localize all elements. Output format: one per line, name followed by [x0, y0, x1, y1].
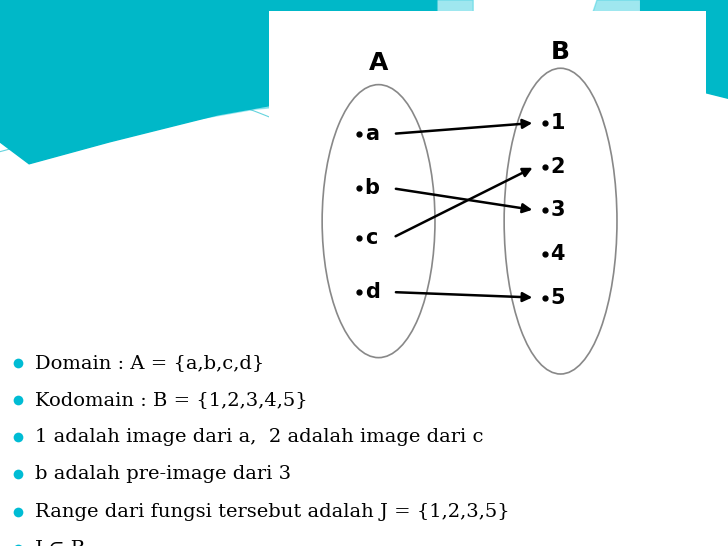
- Text: Domain : A = {a,b,c,d}: Domain : A = {a,b,c,d}: [35, 354, 264, 372]
- Polygon shape: [0, 0, 437, 164]
- Text: c: c: [365, 228, 377, 247]
- Text: 4: 4: [550, 244, 565, 264]
- FancyBboxPatch shape: [269, 11, 706, 339]
- Polygon shape: [568, 0, 728, 93]
- Polygon shape: [0, 0, 473, 142]
- Text: Range dari fungsi tersebut adalah J = {1,2,3,5}: Range dari fungsi tersebut adalah J = {1…: [35, 503, 510, 520]
- Text: 2: 2: [550, 157, 565, 176]
- Text: B: B: [551, 40, 570, 64]
- Text: a: a: [365, 124, 379, 144]
- Text: 1: 1: [550, 113, 565, 133]
- Text: 3: 3: [550, 200, 565, 220]
- Text: d: d: [365, 282, 379, 302]
- Text: b: b: [365, 179, 380, 198]
- Text: 1 adalah image dari a,  2 adalah image dari c: 1 adalah image dari a, 2 adalah image da…: [35, 429, 483, 446]
- Text: 5: 5: [550, 288, 565, 307]
- Polygon shape: [641, 0, 728, 98]
- Text: Kodomain : B = {1,2,3,4,5}: Kodomain : B = {1,2,3,4,5}: [35, 391, 307, 409]
- Text: b adalah pre-image dari 3: b adalah pre-image dari 3: [35, 466, 291, 483]
- Text: A: A: [369, 51, 388, 75]
- Text: J ⊂ B: J ⊂ B: [35, 540, 86, 546]
